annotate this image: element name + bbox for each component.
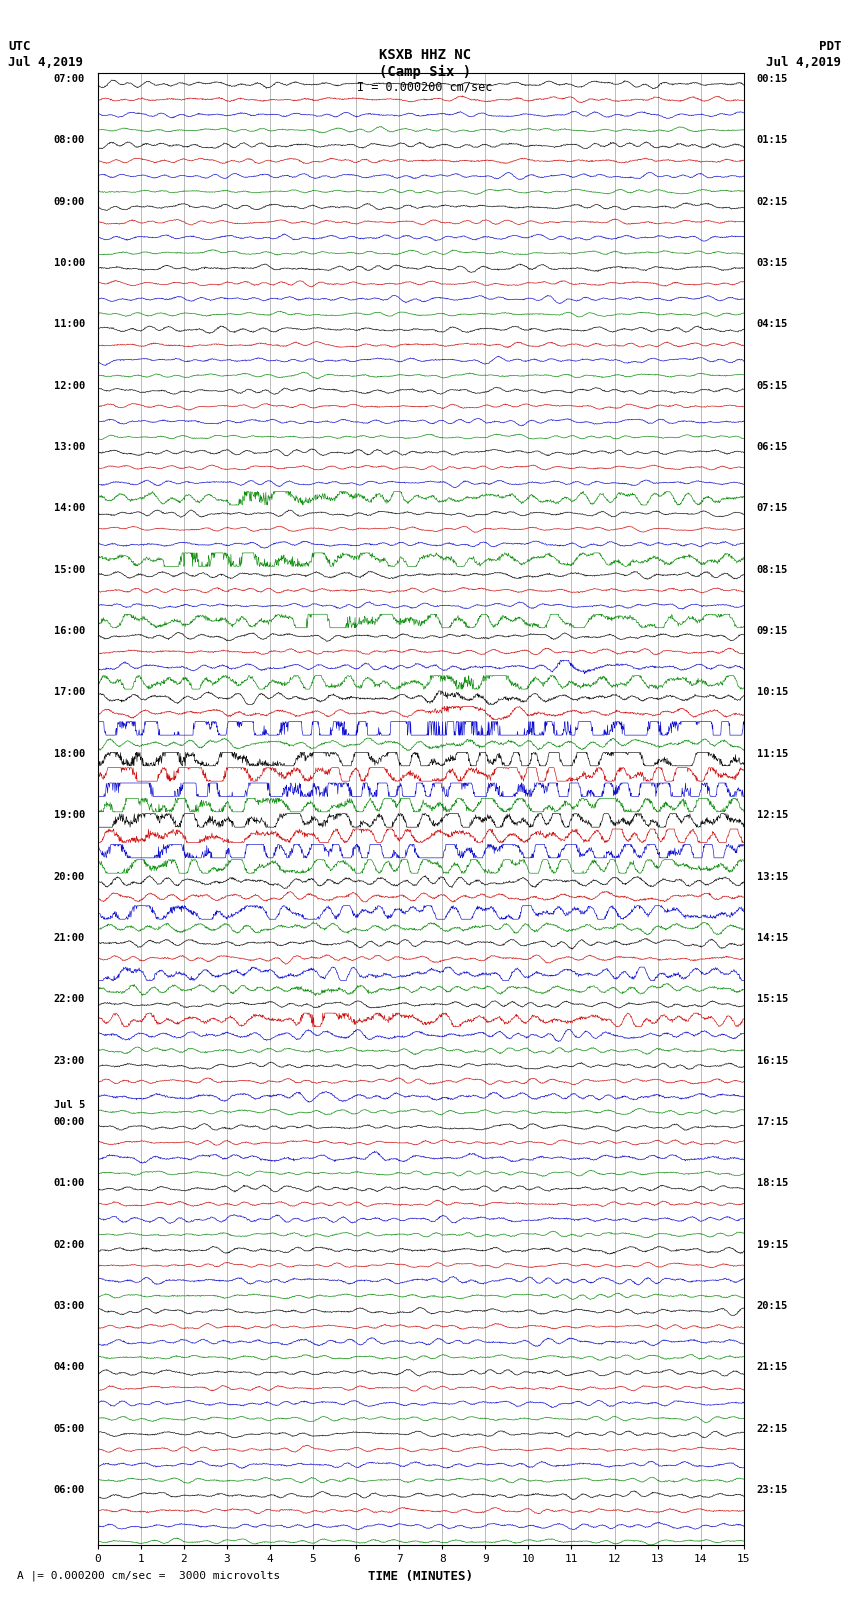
Text: 09:00: 09:00 (54, 197, 85, 206)
Text: 16:15: 16:15 (756, 1055, 788, 1066)
Text: 23:00: 23:00 (54, 1055, 85, 1066)
Text: 00:00: 00:00 (54, 1116, 85, 1127)
Text: 12:00: 12:00 (54, 381, 85, 390)
Text: 03:15: 03:15 (756, 258, 788, 268)
Text: 01:00: 01:00 (54, 1179, 85, 1189)
Text: 18:15: 18:15 (756, 1179, 788, 1189)
Text: 15:00: 15:00 (54, 565, 85, 574)
Text: 11:00: 11:00 (54, 319, 85, 329)
Text: 18:00: 18:00 (54, 748, 85, 758)
Text: 08:15: 08:15 (756, 565, 788, 574)
Text: 10:00: 10:00 (54, 258, 85, 268)
Text: 02:00: 02:00 (54, 1240, 85, 1250)
Text: KSXB HHZ NC: KSXB HHZ NC (379, 48, 471, 63)
Text: 20:00: 20:00 (54, 871, 85, 882)
Text: UTC: UTC (8, 40, 31, 53)
Text: 21:15: 21:15 (756, 1363, 788, 1373)
Text: 05:00: 05:00 (54, 1424, 85, 1434)
Text: 16:00: 16:00 (54, 626, 85, 636)
Text: 17:00: 17:00 (54, 687, 85, 697)
Text: Jul 5: Jul 5 (54, 1100, 85, 1110)
Text: 14:00: 14:00 (54, 503, 85, 513)
Text: 22:00: 22:00 (54, 994, 85, 1005)
Text: 17:15: 17:15 (756, 1116, 788, 1127)
X-axis label: TIME (MINUTES): TIME (MINUTES) (368, 1569, 473, 1582)
Text: 07:00: 07:00 (54, 74, 85, 84)
Text: 13:00: 13:00 (54, 442, 85, 452)
Text: 12:15: 12:15 (756, 810, 788, 819)
Text: PDT: PDT (819, 40, 842, 53)
Text: 22:15: 22:15 (756, 1424, 788, 1434)
Text: A |= 0.000200 cm/sec =  3000 microvolts: A |= 0.000200 cm/sec = 3000 microvolts (17, 1569, 280, 1581)
Text: 19:15: 19:15 (756, 1240, 788, 1250)
Text: 13:15: 13:15 (756, 871, 788, 882)
Text: 11:15: 11:15 (756, 748, 788, 758)
Text: 06:00: 06:00 (54, 1486, 85, 1495)
Text: 10:15: 10:15 (756, 687, 788, 697)
Text: 07:15: 07:15 (756, 503, 788, 513)
Text: 04:15: 04:15 (756, 319, 788, 329)
Text: 00:15: 00:15 (756, 74, 788, 84)
Text: (Camp Six ): (Camp Six ) (379, 65, 471, 79)
Text: 20:15: 20:15 (756, 1302, 788, 1311)
Text: 06:15: 06:15 (756, 442, 788, 452)
Text: 23:15: 23:15 (756, 1486, 788, 1495)
Text: 14:15: 14:15 (756, 932, 788, 944)
Text: Jul 4,2019: Jul 4,2019 (8, 56, 83, 69)
Text: 21:00: 21:00 (54, 932, 85, 944)
Text: 03:00: 03:00 (54, 1302, 85, 1311)
Text: 04:00: 04:00 (54, 1363, 85, 1373)
Text: 19:00: 19:00 (54, 810, 85, 819)
Text: 15:15: 15:15 (756, 994, 788, 1005)
Text: 09:15: 09:15 (756, 626, 788, 636)
Text: I = 0.000200 cm/sec: I = 0.000200 cm/sec (357, 81, 493, 94)
Text: 01:15: 01:15 (756, 135, 788, 145)
Text: 08:00: 08:00 (54, 135, 85, 145)
Text: 02:15: 02:15 (756, 197, 788, 206)
Text: Jul 4,2019: Jul 4,2019 (767, 56, 842, 69)
Text: 05:15: 05:15 (756, 381, 788, 390)
